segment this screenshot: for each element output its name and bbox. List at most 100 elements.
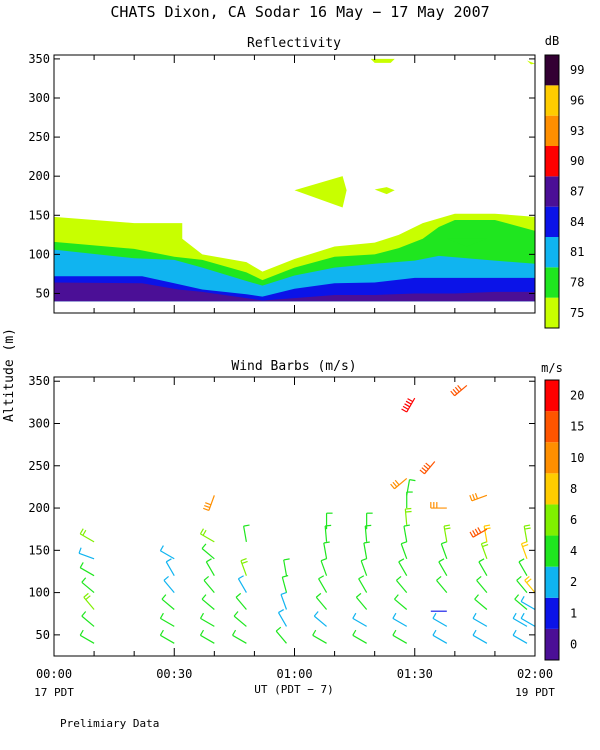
x-axis-start-note: 17 PDT [34, 686, 74, 699]
wind-barb [243, 524, 250, 542]
wind-barb [390, 477, 408, 490]
wind-barb [403, 524, 410, 542]
y-tick-label: 150 [28, 208, 50, 222]
wind-barb [355, 592, 368, 610]
y-tick-label: 250 [28, 459, 50, 473]
wind-barb [203, 495, 215, 511]
colorbar-swatch [545, 206, 559, 237]
x-tick-label: 00:30 [156, 667, 192, 681]
y-tick-label: 350 [28, 52, 50, 66]
wind-barb [436, 576, 448, 593]
colorbar-label: 93 [570, 124, 584, 138]
x-tick-label: 02:00 [517, 667, 553, 681]
x-axis-label: UT (PDT − 7) [254, 683, 333, 696]
reflectivity-colorbar-units: dB [545, 34, 559, 48]
colorbar-label: 0 [570, 637, 577, 651]
contour-island-75 [526, 60, 535, 65]
wind-barb [283, 558, 290, 576]
wind-barb [233, 611, 247, 627]
wind-barb [201, 594, 215, 610]
wind-barb [323, 541, 330, 559]
colorbar-label: 99 [570, 63, 584, 77]
contour-island-75 [370, 58, 395, 63]
x-tick-label: 00:00 [36, 667, 72, 681]
wind-barb [480, 541, 489, 559]
x-axis-end-note: 19 PDT [515, 686, 555, 699]
wind-barbs-colorbar-units: m/s [541, 361, 563, 375]
wind-barb [472, 629, 488, 644]
wind-barb [318, 575, 328, 593]
wind-barb [483, 524, 491, 542]
wind-barb [281, 575, 289, 593]
wind-barb [277, 609, 288, 627]
wind-barb [199, 528, 215, 543]
wind-barb [205, 558, 215, 576]
wind-barb [315, 592, 328, 610]
wind-barb [352, 612, 367, 627]
wind-barb [79, 562, 95, 577]
wind-barb [159, 545, 175, 560]
colorbar-swatch [545, 504, 559, 536]
wind-barb [472, 612, 488, 627]
wind-barb [325, 512, 333, 530]
colorbar-swatch [545, 473, 559, 505]
wind-barb [352, 629, 367, 644]
wind-barb [275, 626, 287, 644]
reflectivity-colorbar: 75 78 81 84 87 90 93 96 99 [544, 54, 584, 329]
y-axis-label: Altitude (m) [2, 328, 17, 422]
y-tick-label: 250 [28, 130, 50, 144]
colorbar-label: 6 [570, 513, 577, 527]
colorbar-label: 78 [570, 276, 584, 290]
wind-barb [432, 612, 448, 627]
reflectivity-plot [54, 58, 535, 302]
y-tick-label: 200 [28, 501, 50, 515]
wind-barb [320, 558, 328, 576]
colorbar-label: 87 [570, 185, 584, 199]
wind-barb [240, 558, 248, 576]
colorbar-swatch [545, 411, 559, 443]
colorbar-frame [544, 379, 560, 661]
colorbar-swatch [545, 85, 559, 116]
wind-barb [199, 612, 215, 627]
wind-barb [235, 592, 247, 610]
wind-barb [159, 612, 175, 627]
y-tick-label: 200 [28, 169, 50, 183]
colorbar-swatch [545, 597, 559, 629]
wind-barb [520, 612, 536, 627]
wind-barb [401, 397, 416, 413]
wind-barb [476, 576, 488, 593]
wind-barb [512, 612, 528, 627]
x-tick-label: 01:00 [276, 667, 312, 681]
wind-barb [450, 384, 468, 397]
y-tick-label: 350 [28, 374, 50, 388]
colorbar-frame [544, 54, 560, 329]
colorbar-swatch [545, 267, 559, 298]
colorbar-swatch [545, 176, 559, 207]
wind-barb [203, 576, 215, 593]
wind-barb [432, 629, 448, 644]
figure-title: CHATS Dixon, CA Sodar 16 May − 17 May 20… [110, 3, 489, 21]
wind-barb [366, 512, 373, 530]
wind-barb [199, 629, 215, 644]
colorbar-swatch [545, 297, 559, 328]
wind-barbs-frame [53, 376, 536, 657]
x-axis-tick-labels: 00:00 00:30 01:00 01:30 02:00 [36, 667, 553, 681]
wind-barb [81, 611, 95, 627]
colorbar-swatch [545, 380, 559, 412]
reflectivity-x-ticks [53, 55, 536, 313]
reflectivity-y-ticks: 50 100 150 200 250 300 350 [28, 52, 535, 300]
wind-barb [280, 591, 288, 610]
wind-barb [438, 558, 448, 576]
colorbar-swatch [545, 566, 559, 598]
wind-barbs-x-ticks [53, 377, 536, 656]
wind-barb [394, 594, 408, 610]
colorbar-label: 15 [570, 420, 584, 434]
wind-barb [81, 577, 95, 594]
wind-barb [83, 592, 95, 610]
wind-barb [419, 461, 436, 475]
y-tick-label: 50 [36, 286, 50, 300]
colorbar-label: 90 [570, 154, 584, 168]
wind-barb [520, 541, 529, 559]
wind-barb [159, 629, 175, 644]
